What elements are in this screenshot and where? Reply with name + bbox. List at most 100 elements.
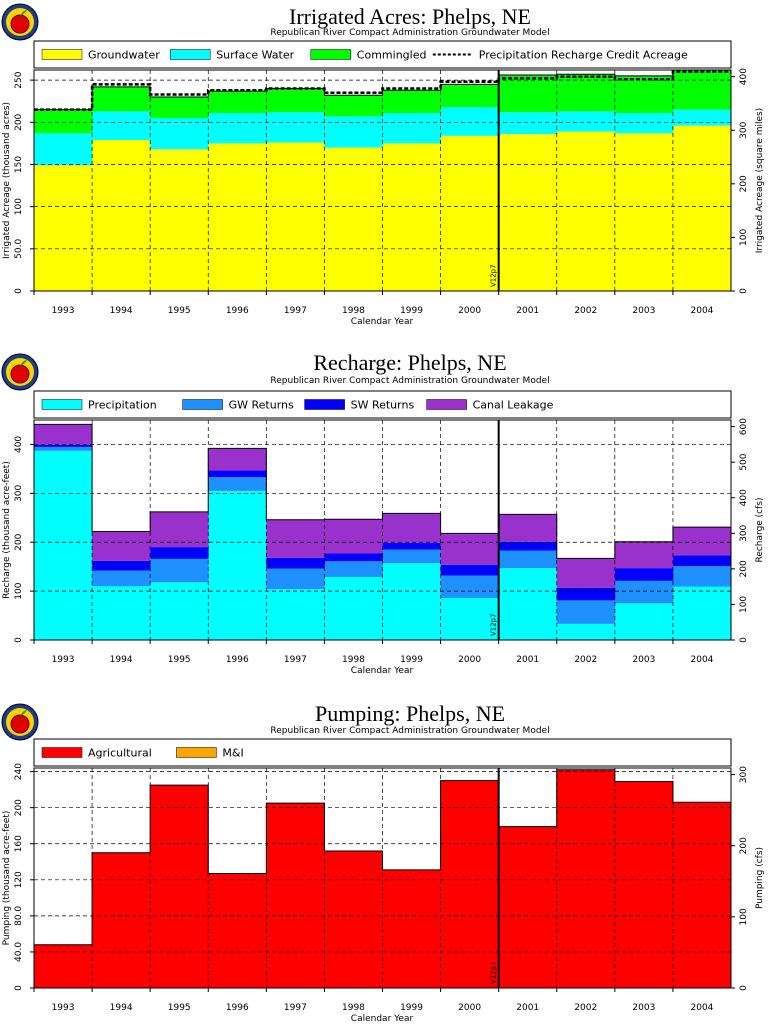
xtick-label: 1995 xyxy=(168,1003,191,1013)
xtick-label: 2002 xyxy=(574,1003,597,1013)
y2-axis-label: Pumping (cfs) xyxy=(755,847,765,909)
bar-gw-returns-2003 xyxy=(614,580,674,604)
apple-logo-icon xyxy=(1,703,39,741)
ytick-label: 80.0 xyxy=(14,906,24,926)
bar-surface-water-1995 xyxy=(150,118,209,150)
bar-surface-water-2001 xyxy=(498,112,558,135)
bar-commingled-1993 xyxy=(34,109,93,134)
legend-entry: M&I xyxy=(222,747,243,760)
bar-canal-leakage-1996 xyxy=(208,448,267,471)
bar-precipitation-1993 xyxy=(34,450,93,640)
bar-agricultural-1999 xyxy=(382,869,441,988)
chart-subtitle: Republican River Compact Administration … xyxy=(270,28,549,38)
bar-sw-returns-2000 xyxy=(440,564,499,576)
legend-entry: Precipitation Recharge Credit Acreage xyxy=(479,49,688,62)
legend-swatch xyxy=(310,49,352,60)
legend-box xyxy=(33,40,732,69)
bar-surface-water-1996 xyxy=(208,113,267,144)
bar-canal-leakage-2004 xyxy=(672,527,732,556)
bar-sw-returns-1999 xyxy=(382,542,441,550)
bar-canal-leakage-2002 xyxy=(556,558,616,588)
bar-canal-leakage-2000 xyxy=(440,533,499,565)
xtick-label: 1993 xyxy=(52,1003,75,1013)
legend-entry: Agricultural xyxy=(88,747,152,760)
bar-commingled-2004 xyxy=(672,70,732,110)
bar-commingled-2002 xyxy=(556,74,616,112)
bar-groundwater-2003 xyxy=(614,133,674,291)
ytick-label: 0 xyxy=(14,637,24,643)
bar-gw-returns-2004 xyxy=(672,566,732,587)
xtick-label: 1993 xyxy=(52,306,75,316)
bar-canal-leakage-1999 xyxy=(382,513,441,543)
bar-surface-water-2002 xyxy=(556,111,616,132)
legend-swatch xyxy=(304,399,345,410)
bar-gw-returns-2000 xyxy=(440,575,499,598)
bar-agricultural-1997 xyxy=(266,803,325,988)
legend-entry: Commingled xyxy=(357,49,427,62)
y2tick-label: 200 xyxy=(739,560,749,577)
xtick-label: 2004 xyxy=(691,655,714,665)
bar-sw-returns-2004 xyxy=(672,555,732,567)
bar-agricultural-1994 xyxy=(92,852,151,988)
y2tick-label: 0 xyxy=(739,637,749,643)
bar-surface-water-2000 xyxy=(440,107,499,136)
y-axis-label: Irrigated Acreage (thousand acres) xyxy=(2,102,12,259)
xtick-label: 1998 xyxy=(342,1003,365,1013)
bar-sw-returns-1995 xyxy=(150,547,209,559)
xtick-label: 2001 xyxy=(516,306,539,316)
bar-gw-returns-1999 xyxy=(382,549,441,564)
bar-commingled-1995 xyxy=(150,96,209,119)
bar-gw-returns-1997 xyxy=(266,568,325,590)
legend-swatch xyxy=(41,747,83,758)
ytick-label: 50.0 xyxy=(14,239,24,259)
version-marker-label: V12p7 xyxy=(490,613,498,636)
ytick-label: 150 xyxy=(14,156,24,173)
bar-gw-returns-2001 xyxy=(498,550,558,569)
bar-groundwater-1994 xyxy=(92,140,151,291)
bar-commingled-1997 xyxy=(266,88,325,113)
bar-commingled-1996 xyxy=(208,91,267,114)
y2tick-label: 600 xyxy=(739,418,749,435)
bar-canal-leakage-1995 xyxy=(150,511,209,548)
legend-entry: Precipitation xyxy=(88,399,157,412)
xtick-label: 2003 xyxy=(632,306,655,316)
bar-surface-water-1999 xyxy=(382,113,441,144)
bar-precipitation-1997 xyxy=(266,589,325,640)
ytick-label: 200 xyxy=(14,113,24,130)
y2-axis-label: Recharge (cfs) xyxy=(755,497,765,562)
ytick-label: 40.0 xyxy=(14,942,24,962)
bar-canal-leakage-1998 xyxy=(324,519,383,554)
y2tick-label: 200 xyxy=(739,837,749,854)
legend-swatch xyxy=(41,399,83,410)
xtick-label: 1995 xyxy=(168,655,191,665)
bar-sw-returns-1998 xyxy=(324,553,383,562)
xtick-label: 2001 xyxy=(516,655,539,665)
bar-groundwater-2001 xyxy=(498,134,558,291)
legend-entry: Groundwater xyxy=(88,49,160,62)
bar-canal-leakage-1993 xyxy=(34,424,93,445)
ytick-label: 200 xyxy=(14,799,24,816)
xtick-label: 1997 xyxy=(284,1003,307,1013)
bar-gw-returns-1993 xyxy=(34,446,93,451)
bar-precipitation-1995 xyxy=(150,582,209,640)
y2tick-label: 100 xyxy=(739,908,749,925)
ytick-label: 100 xyxy=(14,198,24,215)
xtick-label: 1999 xyxy=(400,306,423,316)
x-axis-label: Calendar Year xyxy=(351,317,414,327)
bar-sw-returns-1997 xyxy=(266,557,325,569)
y2tick-label: 400 xyxy=(739,489,749,506)
apple-logo-icon xyxy=(1,3,39,41)
xtick-label: 2004 xyxy=(691,1003,714,1013)
bar-sw-returns-2001 xyxy=(498,541,558,551)
legend-entry: Surface Water xyxy=(216,49,294,62)
xtick-label: 1994 xyxy=(110,1003,133,1013)
y2tick-label: 200 xyxy=(739,175,749,192)
bar-agricultural-2000 xyxy=(440,780,499,988)
chart-title: Irrigated Acres: Phelps, NE xyxy=(289,4,531,29)
bar-gw-returns-1994 xyxy=(92,570,151,587)
ytick-label: 0 xyxy=(14,288,24,294)
bar-precipitation-2002 xyxy=(556,623,616,640)
bar-precipitation-1999 xyxy=(382,563,441,640)
